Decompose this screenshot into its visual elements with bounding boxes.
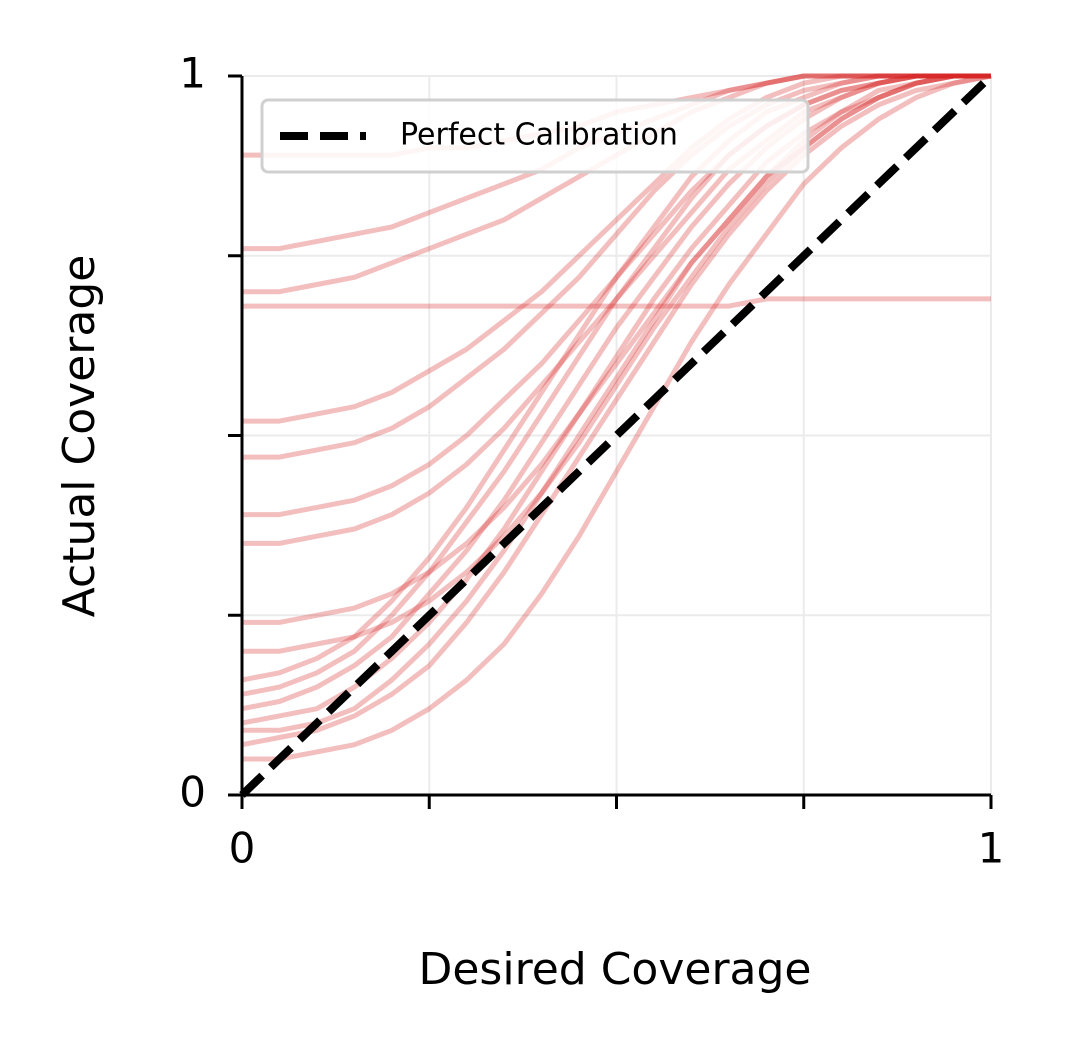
y-tick-label: 0 — [179, 768, 206, 817]
coverage-line — [241, 73, 991, 683]
coverage-line — [242, 73, 991, 546]
coverage-line — [242, 73, 991, 424]
coverage-line — [242, 296, 991, 309]
x-tick-label: 0 — [229, 824, 256, 873]
legend-label: Perfect Calibration — [400, 118, 678, 153]
coverage-line — [241, 73, 991, 712]
x-axis-label: Desired Coverage — [418, 944, 811, 995]
coverage-line — [242, 73, 991, 460]
coverage-line — [242, 73, 991, 733]
coverage-line — [241, 73, 991, 697]
coverage-line — [242, 73, 991, 654]
coverage-line — [242, 73, 991, 625]
coverage-line — [242, 73, 992, 762]
x-tick-label: 1 — [978, 824, 1005, 873]
coverage-line — [242, 73, 991, 518]
legend-box — [260, 98, 810, 174]
y-tick-label: 1 — [179, 49, 206, 98]
y-axis-label: Actual Coverage — [54, 255, 105, 618]
reference-line — [239, 73, 994, 798]
coverage-line — [241, 73, 992, 748]
